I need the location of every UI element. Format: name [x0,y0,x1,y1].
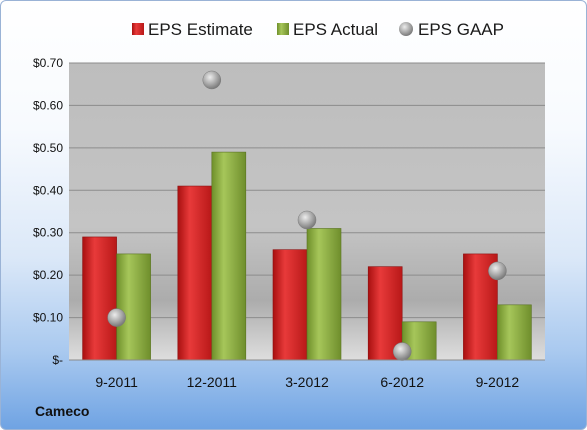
legend-swatch-estimate [132,23,144,35]
legend: EPS Estimate EPS Actual EPS GAAP [132,20,504,39]
marker-eps-gaap [488,261,507,281]
company-label: Cameco [35,403,90,419]
x-tick-label: 3-2012 [285,374,329,390]
x-tick-label: 9-2011 [95,374,138,390]
x-tick-label: 12-2011 [187,374,238,390]
y-axis-ticks: $- $0.10 $0.20 $0.30 $0.40 $0.50 $0.60 $0.70 [33,56,63,367]
x-tick-label: 9-2012 [476,374,520,390]
legend-swatch-actual [277,23,289,35]
y-tick-label: $0.50 [33,141,63,155]
bar-eps-estimate [272,249,308,361]
y-tick-label: $0.30 [33,226,63,240]
y-tick-label: $0.20 [33,268,63,282]
x-axis-ticks: 9-2011 12-2011 3-2012 6-2012 9-2012 [95,374,519,390]
bar-eps-actual [211,151,247,361]
legend-label-estimate: EPS Estimate [148,20,253,39]
bar-eps-actual [116,253,151,361]
marker-eps-gaap [392,342,412,361]
gaap-markers [107,70,507,361]
y-tick-label: $- [52,353,63,367]
legend-swatch-gaap [399,22,413,36]
marker-eps-gaap [297,210,317,230]
x-tick-label: 6-2012 [380,374,424,390]
legend-label-actual: EPS Actual [293,20,378,39]
y-tick-label: $0.60 [33,98,63,112]
marker-eps-gaap [202,70,222,90]
bar-eps-estimate [177,185,213,361]
y-tick-label: $0.40 [33,183,63,197]
y-tick-label: $0.10 [33,311,63,325]
legend-label-gaap: EPS GAAP [418,20,504,39]
bar-eps-actual [306,228,342,361]
bar-eps-estimate [82,236,117,361]
marker-eps-gaap [107,308,126,327]
y-tick-label: $0.70 [33,56,63,70]
bar-eps-actual [497,304,532,361]
